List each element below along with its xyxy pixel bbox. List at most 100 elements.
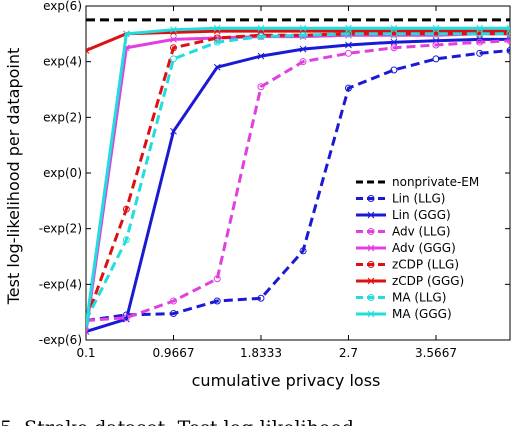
data-point-adv-llg xyxy=(213,275,221,283)
x-tick-label: 0.9667 xyxy=(152,346,194,360)
series-line-ma-llg xyxy=(86,32,510,322)
data-point-adv-llg xyxy=(506,37,510,45)
legend-label: MA (GGG) xyxy=(392,307,452,321)
data-point-adv-llg xyxy=(344,49,352,57)
data-point-zcdp-llg xyxy=(122,205,130,213)
data-point-ma-llg xyxy=(86,317,90,325)
legend-marker xyxy=(367,195,375,202)
data-point-lin-llg xyxy=(476,49,484,57)
x-tick-label: 2.7 xyxy=(339,346,358,360)
legend-label: MA (LLG) xyxy=(392,291,446,305)
data-point-lin-llg xyxy=(299,247,307,255)
series-ma-llg xyxy=(86,30,510,325)
data-point-zcdp-llg xyxy=(169,44,177,52)
legend-item-ma-llg: MA (LLG) xyxy=(356,291,446,305)
data-point-ma-ggg xyxy=(257,24,265,32)
data-point-ma-llg xyxy=(169,55,177,63)
data-point-lin-llg xyxy=(506,47,510,55)
y-tick-label: -exp(6) xyxy=(39,333,82,347)
legend-marker xyxy=(367,294,375,301)
data-point-lin-llg xyxy=(257,294,265,302)
data-point-adv-ggg xyxy=(86,328,90,336)
y-axis-title: Test log-likelihood per datapoint xyxy=(4,48,23,306)
data-point-lin-llg xyxy=(169,310,177,318)
legend-marker xyxy=(367,244,375,252)
y-tick-label: exp(6) xyxy=(43,0,82,13)
data-point-adv-llg xyxy=(122,314,130,322)
legend-item-adv-ggg: Adv (GGG) xyxy=(356,241,456,255)
y-tick-label: exp(2) xyxy=(43,110,82,124)
data-point-ma-ggg xyxy=(86,322,90,330)
series-line-adv-llg xyxy=(86,39,510,322)
legend-item-lin-llg: Lin (LLG) xyxy=(356,192,445,206)
legend-item-lin-ggg: Lin (GGG) xyxy=(356,208,451,222)
y-tick-label: -exp(4) xyxy=(39,277,82,291)
legend-marker xyxy=(367,310,375,318)
x-tick-label: 3.5667 xyxy=(415,346,457,360)
data-point-ma-ggg xyxy=(170,26,177,34)
data-point-ma-llg xyxy=(122,236,130,244)
legend-marker xyxy=(367,277,375,285)
data-point-lin-ggg xyxy=(390,38,398,46)
data-point-ma-ggg xyxy=(390,24,398,32)
x-tick-label: 0.1 xyxy=(76,346,95,360)
data-point-adv-llg xyxy=(432,41,440,49)
legend-label: Lin (LLG) xyxy=(392,192,445,206)
data-point-adv-llg xyxy=(390,44,398,52)
data-point-adv-llg xyxy=(169,297,177,305)
data-point-ma-ggg xyxy=(506,24,510,32)
legend-item-nonprivate-em: nonprivate-EM xyxy=(356,175,479,189)
x-tick-label: 1.8333 xyxy=(240,346,282,360)
data-point-ma-ggg xyxy=(213,24,221,32)
data-point-ma-llg xyxy=(476,30,484,38)
data-point-lin-llg xyxy=(344,84,352,92)
data-point-lin-llg xyxy=(432,55,440,63)
legend-marker xyxy=(367,211,375,219)
legend-marker xyxy=(367,261,375,268)
legend-item-zcdp-ggg: zCDP (GGG) xyxy=(356,274,464,288)
data-point-lin-ggg xyxy=(213,63,221,71)
data-point-adv-llg xyxy=(299,58,307,66)
data-point-adv-ggg xyxy=(170,36,177,43)
y-tick-label: exp(0) xyxy=(43,166,82,180)
data-point-ma-ggg xyxy=(345,24,352,32)
y-tick-label: -exp(2) xyxy=(39,222,82,236)
data-point-ma-ggg xyxy=(476,24,484,32)
data-point-ma-llg xyxy=(299,31,307,39)
data-point-adv-llg xyxy=(476,38,484,46)
series-line-lin-llg xyxy=(86,49,510,322)
legend-label: Lin (GGG) xyxy=(392,208,451,222)
legend-label: zCDP (LLG) xyxy=(392,258,459,272)
data-point-ma-ggg xyxy=(123,30,130,38)
data-point-lin-ggg xyxy=(345,41,352,49)
data-point-ma-llg xyxy=(213,38,221,46)
data-point-lin-llg xyxy=(390,66,398,74)
data-point-lin-ggg xyxy=(257,52,265,60)
data-point-ma-llg xyxy=(506,30,510,38)
series-ma-ggg xyxy=(86,24,510,330)
data-point-lin-llg xyxy=(213,297,221,305)
legend-label: zCDP (GGG) xyxy=(392,274,464,288)
legend-item-adv-llg: Adv (LLG) xyxy=(356,225,451,239)
legend: nonprivate-EM Lin (LLG) Lin (GGG) Adv (LLG)… xyxy=(356,175,479,321)
legend-marker xyxy=(367,228,375,235)
legend-item-ma-ggg: MA (GGG) xyxy=(356,307,452,321)
legend-label: nonprivate-EM xyxy=(392,175,479,189)
caption-partial: 5. Stroke dataset: Test log-likelihood xyxy=(0,417,354,426)
data-point-ma-llg xyxy=(344,30,352,38)
data-point-ma-llg xyxy=(390,30,398,38)
y-tick-label: exp(4) xyxy=(43,55,82,69)
legend-item-zcdp-llg: zCDP (LLG) xyxy=(356,258,459,272)
data-point-ma-llg xyxy=(432,30,440,38)
data-point-lin-ggg xyxy=(170,127,177,135)
data-point-ma-ggg xyxy=(432,24,440,32)
data-point-ma-ggg xyxy=(299,24,307,32)
series-line-zcdp-llg xyxy=(86,32,510,322)
data-point-lin-ggg xyxy=(299,45,307,53)
data-point-adv-llg xyxy=(257,83,265,91)
legend-label: Adv (LLG) xyxy=(392,225,451,239)
data-point-zcdp-ggg xyxy=(86,47,90,54)
x-axis-title: cumulative privacy loss xyxy=(192,371,381,390)
legend-label: Adv (GGG) xyxy=(392,241,456,255)
